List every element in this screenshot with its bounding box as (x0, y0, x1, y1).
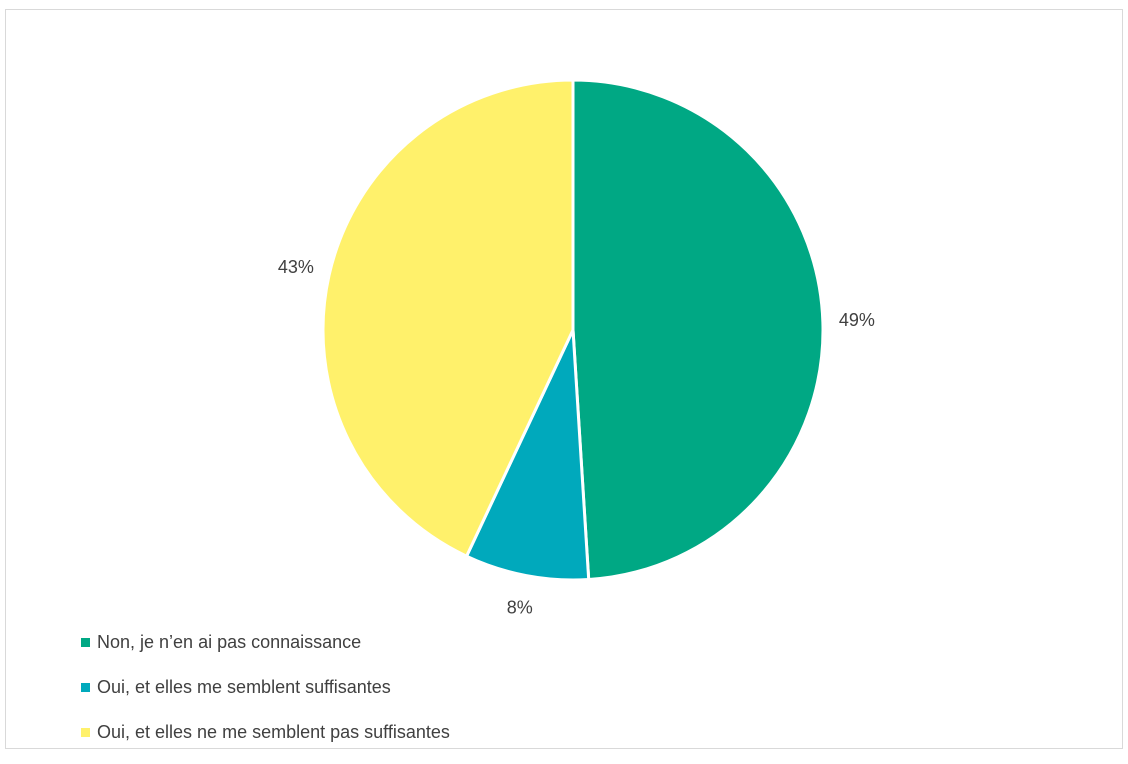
pie-slice-oui-pas-suffisantes (321, 78, 575, 558)
legend-label-oui-suffisantes: Oui, et elles me semblent suffisantes (97, 676, 391, 697)
data-label-oui-suffisantes: 8% (507, 598, 533, 618)
legend-item-oui-suffisantes: Oui, et elles me semblent suffisantes (81, 674, 450, 700)
legend-swatch-oui-pas-suffisantes (81, 727, 90, 737)
chart-area: 49% 8% 43% Non, je n’en ai pas connaissanc… (5, 9, 1123, 749)
legend-swatch-non-connaissance (81, 637, 90, 647)
legend: Non, je n’en ai pas connaissance Oui, et… (81, 629, 450, 764)
pie-slice-oui-suffisantes (465, 328, 591, 582)
pie-slice-non-connaissance (571, 78, 825, 582)
legend-item-non-connaissance: Non, je n’en ai pas connaissance (81, 629, 450, 655)
legend-item-oui-pas-suffisantes: Oui, et elles ne me semblent pas suffisa… (81, 719, 450, 745)
data-label-non-connaissance: 49% (839, 310, 875, 330)
legend-label-non-connaissance: Non, je n’en ai pas connaissance (97, 631, 362, 652)
legend-swatch-oui-suffisantes (81, 682, 90, 692)
legend-label-oui-pas-suffisantes: Oui, et elles ne me semblent pas suffisa… (97, 721, 450, 742)
data-label-oui-pas-suffisantes: 43% (278, 257, 314, 277)
pie-chart: 49% 8% 43% (278, 78, 875, 618)
